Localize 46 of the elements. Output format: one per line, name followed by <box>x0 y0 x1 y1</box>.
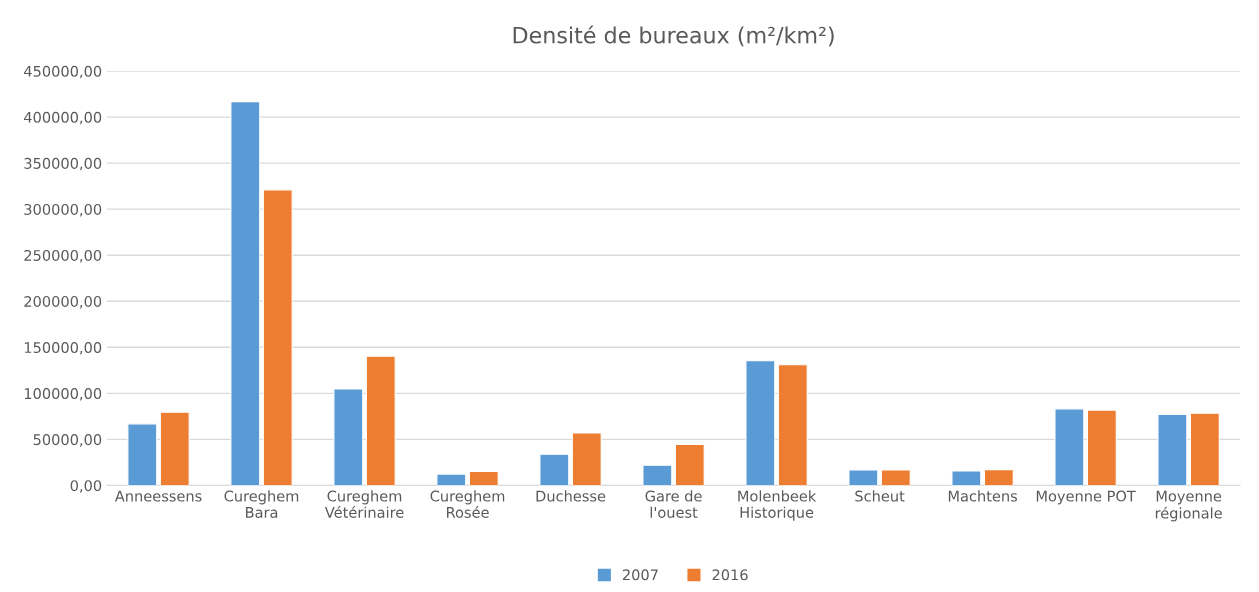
x-tick-label: Anneessens <box>114 490 202 502</box>
bar <box>1189 412 1220 486</box>
x-tick-label: Moyenne POT <box>1036 490 1136 505</box>
x-tick-label: Cureghem Vétérinaire <box>324 490 404 518</box>
y-tick-label: 200000,00 <box>24 295 102 309</box>
y-tick-label: 400000,00 <box>24 111 102 125</box>
bar <box>262 189 293 486</box>
bar <box>745 360 776 486</box>
y-tick-label: 250000,00 <box>24 249 102 263</box>
bar <box>777 364 808 486</box>
bar <box>436 473 467 486</box>
y-tick-label: 350000,00 <box>24 157 102 171</box>
bar <box>365 355 396 486</box>
bar <box>571 432 602 486</box>
bar <box>539 453 570 486</box>
bar <box>880 469 911 486</box>
bar <box>1054 408 1085 486</box>
y-tick-label: 450000,00 <box>24 65 102 79</box>
x-tick-label: Moyenne régionale <box>1155 490 1222 522</box>
x-tick-label: Duchesse <box>536 490 606 502</box>
y-tick-label: 0,00 <box>70 480 102 493</box>
x-tick-label: Cureghem Rosée <box>430 490 505 518</box>
bar <box>1086 409 1117 486</box>
bar <box>983 469 1014 486</box>
bar <box>674 443 705 486</box>
bar <box>848 469 879 486</box>
x-tick-label: Molenbeek Historique <box>738 490 817 521</box>
legend-label: 2007 <box>622 569 658 581</box>
bar <box>1157 413 1188 486</box>
y-tick-label: 300000,00 <box>24 203 102 217</box>
y-tick-label: 50000,00 <box>33 434 102 447</box>
y-tick-label: 150000,00 <box>24 342 102 355</box>
y-tick-label: 100000,00 <box>24 388 102 401</box>
x-tick-label: Scheut <box>855 490 905 502</box>
legend-label: 2016 <box>712 569 748 581</box>
bar <box>642 464 673 486</box>
bar <box>333 388 364 486</box>
bar <box>127 423 158 486</box>
bar <box>230 101 261 486</box>
chart-title: Densité de bureaux (m²/km²) <box>513 25 834 47</box>
bar <box>468 470 499 486</box>
bar <box>951 470 982 486</box>
x-tick-label: Cureghem Bara <box>224 490 299 518</box>
x-tick-label: Gare de l'ouest <box>645 490 702 518</box>
bar <box>159 411 190 486</box>
x-tick-label: Machtens <box>948 490 1018 502</box>
